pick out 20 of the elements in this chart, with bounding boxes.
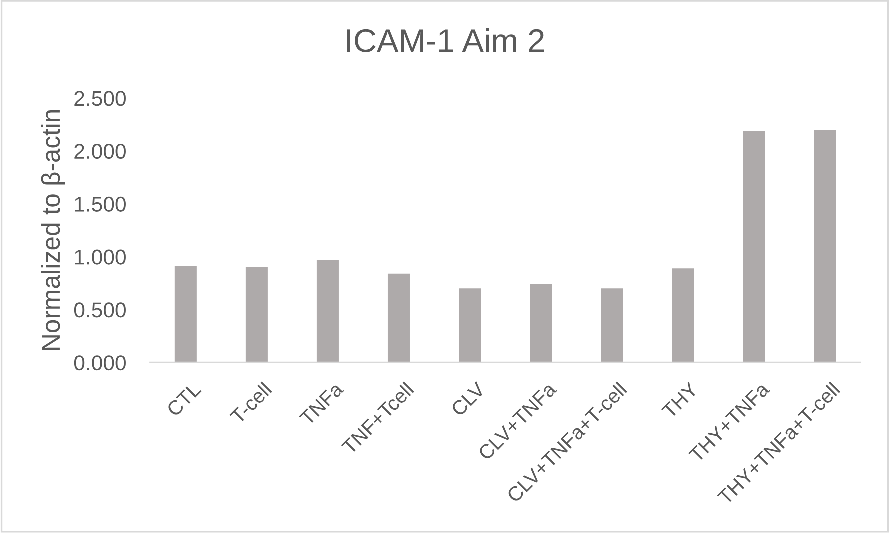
y-axis-title: Normalized to β-actin: [41, 110, 66, 350]
x-tick-label: CTL: [166, 382, 202, 418]
y-tick-label: 0.500: [74, 302, 126, 318]
y-tick-label: 0.000: [74, 356, 126, 371]
bar: [316, 260, 339, 363]
x-tick-label: CLV: [450, 381, 486, 418]
bar: [459, 288, 482, 363]
y-tick-label: 1.500: [75, 196, 126, 212]
y-tick-label: 2.500: [74, 91, 126, 106]
chart-title: ICAM-1 Aim 2: [347, 28, 544, 52]
bar: [814, 130, 836, 363]
bar: [672, 268, 694, 363]
bar: [246, 268, 268, 363]
bar: [388, 274, 410, 363]
y-tick-label: 1.000: [75, 250, 126, 265]
bar: [743, 131, 766, 363]
bar: [601, 288, 624, 363]
y-tick-label: 2.000: [74, 144, 126, 160]
bar: [530, 284, 552, 363]
bar: [174, 266, 197, 363]
